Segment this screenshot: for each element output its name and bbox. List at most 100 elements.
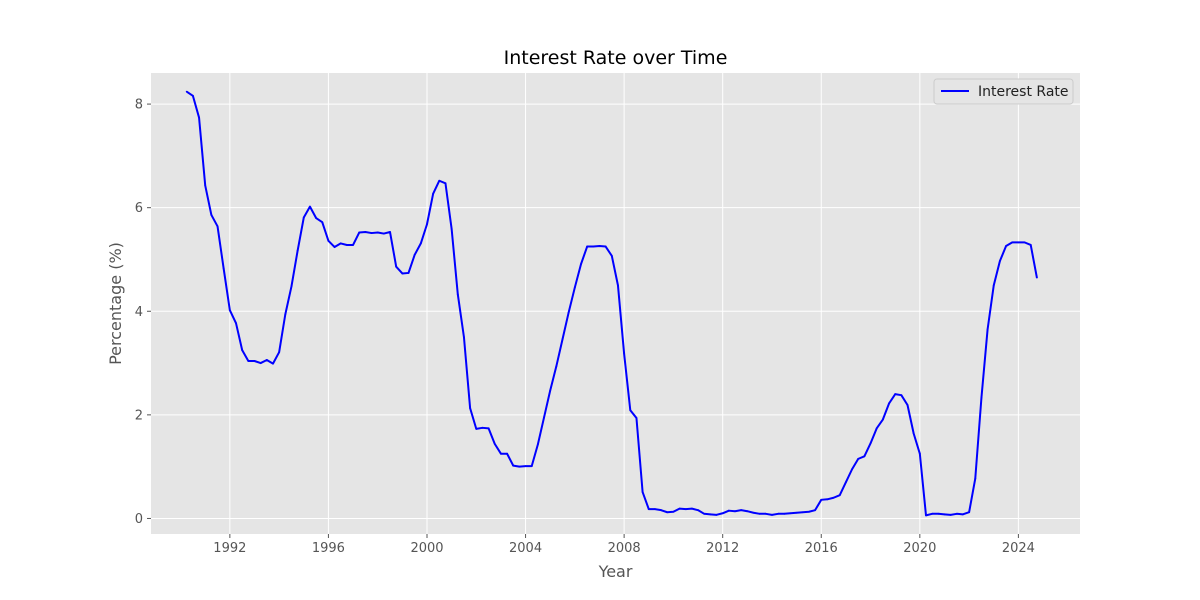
data-point — [555, 365, 558, 368]
data-point — [210, 214, 213, 216]
data-point — [851, 468, 853, 471]
data-point — [783, 512, 786, 515]
data-point — [382, 232, 385, 235]
data-point — [456, 293, 459, 296]
x-tick-label: 2024 — [1002, 541, 1035, 556]
data-point — [259, 362, 262, 364]
data-point — [284, 313, 287, 316]
data-point — [235, 322, 237, 325]
data-point — [247, 360, 250, 362]
data-point — [185, 90, 188, 93]
y-tick-label: 6 — [135, 201, 143, 216]
data-point — [925, 514, 927, 517]
data-point — [690, 507, 693, 510]
data-point — [487, 427, 490, 430]
data-point — [204, 184, 207, 187]
data-point — [376, 231, 379, 234]
data-point — [580, 263, 582, 266]
data-point — [623, 352, 626, 355]
data-point — [573, 286, 576, 289]
y-tick-label: 2 — [135, 408, 143, 423]
data-point — [358, 231, 361, 234]
data-point — [629, 409, 632, 412]
data-point — [327, 239, 330, 242]
x-tick-label: 2012 — [706, 541, 739, 556]
data-point — [506, 452, 508, 455]
data-point — [1017, 241, 1020, 244]
data-point — [333, 246, 336, 248]
data-point — [598, 245, 601, 247]
data-point — [931, 512, 934, 515]
x-tick-label: 2000 — [410, 541, 443, 556]
data-point — [937, 512, 940, 515]
data-point — [795, 511, 798, 514]
data-point — [296, 249, 299, 252]
data-point — [395, 265, 398, 268]
data-point — [721, 512, 724, 515]
legend-label: Interest Rate — [978, 84, 1069, 100]
data-point — [1023, 241, 1026, 244]
data-point — [272, 362, 274, 365]
data-point — [801, 511, 804, 514]
data-point — [777, 512, 780, 515]
data-point — [826, 498, 829, 501]
data-point — [278, 351, 281, 354]
data-point — [1011, 241, 1014, 244]
data-point — [789, 512, 792, 515]
y-tick-label: 0 — [135, 512, 143, 527]
legend: Interest Rate — [933, 78, 1074, 105]
data-point — [191, 94, 194, 97]
data-point — [740, 509, 743, 512]
data-point — [746, 510, 749, 513]
data-point — [265, 359, 268, 361]
data-point — [968, 511, 971, 514]
data-point — [370, 232, 373, 234]
data-point — [1029, 244, 1032, 246]
data-point — [450, 228, 453, 230]
data-point — [734, 510, 736, 513]
data-point — [863, 455, 866, 458]
data-point — [518, 465, 521, 468]
data-point — [912, 432, 915, 435]
data-point — [241, 349, 244, 352]
data-point — [758, 512, 761, 515]
data-point — [339, 242, 342, 245]
data-point — [426, 223, 428, 226]
data-point — [647, 508, 650, 511]
x-axis-title: Year — [598, 562, 633, 581]
data-point — [364, 231, 367, 233]
data-point — [592, 245, 595, 248]
data-point — [469, 407, 472, 410]
data-point — [500, 452, 502, 455]
data-point — [309, 205, 311, 208]
data-point — [432, 192, 435, 195]
data-point — [617, 284, 619, 287]
data-point — [999, 260, 1001, 262]
data-point — [697, 509, 699, 512]
data-point — [413, 253, 416, 256]
data-point — [389, 231, 391, 233]
data-point — [808, 510, 810, 513]
data-point — [438, 179, 441, 182]
data-point — [586, 245, 589, 248]
data-point — [715, 513, 718, 516]
data-point — [352, 244, 354, 246]
x-tick-label: 2016 — [805, 541, 838, 556]
data-point — [530, 465, 533, 468]
data-point — [407, 272, 410, 274]
data-point — [962, 513, 964, 516]
data-point — [814, 509, 816, 512]
data-point — [253, 360, 256, 362]
data-point — [955, 512, 958, 515]
data-point — [401, 272, 404, 275]
data-point — [888, 402, 890, 405]
data-point — [875, 427, 878, 430]
data-point — [635, 417, 638, 419]
data-point — [543, 416, 545, 419]
data-point — [949, 513, 952, 516]
data-point — [549, 389, 552, 392]
axis-ticks: 1992 1996 2000 2004 2008 2012 2016 2020 2024 0 2 4 6… — [135, 98, 1035, 556]
data-point — [444, 182, 447, 185]
data-point — [228, 309, 231, 312]
grid-lines — [151, 73, 1080, 534]
